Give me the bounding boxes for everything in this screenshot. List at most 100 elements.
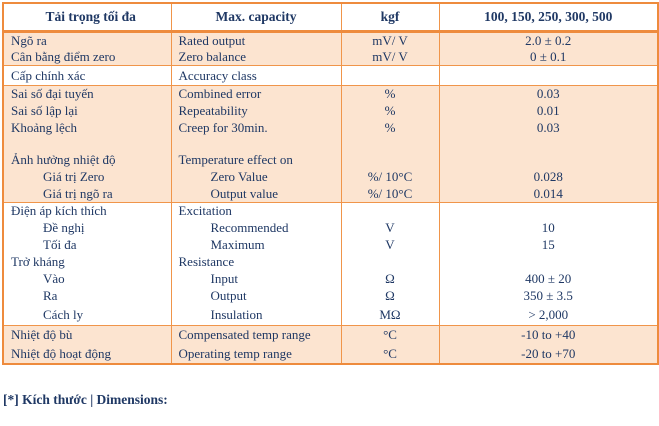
table-row: Điện áp kích thích Excitation [2, 202, 659, 220]
table-row: Sai số lập lại Repeatability % 0.01 [2, 102, 659, 120]
value-cell: 2.0 ± 0.2 [438, 30, 659, 49]
en-label-cell: Output [170, 287, 342, 305]
value-cell: -10 to +40 [438, 325, 659, 345]
vi-label-cell: Điện áp kích thích [2, 202, 172, 220]
en-label-cell: Repeatability [170, 102, 342, 120]
unit-cell: %/ 10°C [340, 185, 440, 203]
unit-cell [340, 151, 440, 169]
value-cell: 0.028 [438, 168, 659, 186]
unit-cell [340, 202, 440, 220]
unit-cell: mV/ V [340, 30, 440, 49]
table-row: Tối đa Maximum V 15 [2, 236, 659, 254]
en-label-cell: Insulation [170, 304, 342, 326]
table-row: Nhiệt độ hoạt động Operating temp range … [2, 344, 659, 364]
spec-table: Tải trọng tối đa Max. capacity kgf 100, … [2, 2, 659, 365]
vi-label-cell: Đề nghị [2, 219, 172, 237]
en-label-cell: Zero balance [170, 48, 342, 66]
value-cell [438, 253, 659, 271]
value-cell: 0.03 [438, 119, 659, 137]
en-label-cell: Compensated temp range [170, 325, 342, 345]
table-header-row: Tải trọng tối đa Max. capacity kgf 100, … [2, 3, 659, 33]
en-label-cell [170, 136, 342, 152]
value-cell: 350 ± 3.5 [438, 287, 659, 305]
en-label-cell: Input [170, 270, 342, 288]
value-cell: 400 ± 20 [438, 270, 659, 288]
value-cell: 10 [438, 219, 659, 237]
table-row: Đề nghị Recommended V 10 [2, 219, 659, 237]
unit-cell: °C [340, 344, 440, 364]
vi-label-cell: Giá trị ngõ ra [2, 185, 172, 203]
table-row: Sai số đại tuyến Combined error % 0.03 [2, 85, 659, 103]
table-row: Cấp chính xác Accuracy class [2, 65, 659, 86]
value-cell: -20 to +70 [438, 344, 659, 364]
unit-cell: % [340, 102, 440, 120]
vi-label-cell: Sai số lập lại [2, 102, 172, 120]
vi-label-cell: Vào [2, 270, 172, 288]
vi-label-cell: Khoảng lệch [2, 119, 172, 137]
en-label-cell: Maximum [170, 236, 342, 254]
en-label-cell: Creep for 30min. [170, 119, 342, 137]
table-row: Ra Output Ω 350 ± 3.5 [2, 287, 659, 305]
vi-label-cell: Giá trị Zero [2, 168, 172, 186]
table-row: Ảnh hưởng nhiệt độ Temperature effect on [2, 151, 659, 169]
header-capacity-values: 100, 150, 250, 300, 500 [438, 3, 659, 33]
value-cell [438, 65, 659, 86]
value-cell: 15 [438, 236, 659, 254]
value-cell: 0.01 [438, 102, 659, 120]
value-cell: 0.014 [438, 185, 659, 203]
dimensions-caption: [*] Kích thước | Dimensions: [3, 391, 168, 407]
en-label-cell: Recommended [170, 219, 342, 237]
unit-cell: mV/ V [340, 48, 440, 66]
vi-label-cell: Nhiệt độ bù [2, 325, 172, 345]
header-vi-label: Tải trọng tối đa [2, 3, 172, 33]
table-row: Cân bằng điểm zero Zero balance mV/ V 0 … [2, 48, 659, 66]
unit-cell: Ω [340, 287, 440, 305]
header-en-label: Max. capacity [170, 3, 342, 33]
table-row: Nhiệt độ bù Compensated temp range °C -1… [2, 325, 659, 345]
header-unit: kgf [340, 3, 440, 33]
vi-label-cell: Cấp chính xác [2, 65, 172, 86]
vi-label-cell [2, 136, 172, 152]
unit-cell [340, 253, 440, 271]
table-row: Ngõ ra Rated output mV/ V 2.0 ± 0.2 [2, 30, 659, 49]
en-label-cell: Rated output [170, 30, 342, 49]
unit-cell [340, 136, 440, 152]
en-label-cell: Excitation [170, 202, 342, 220]
vi-label-cell: Trở kháng [2, 253, 172, 271]
en-label-cell: Zero Value [170, 168, 342, 186]
en-label-cell: Output value [170, 185, 342, 203]
vi-label-cell: Ra [2, 287, 172, 305]
table-row: Cách ly Insulation MΩ > 2,000 [2, 304, 659, 326]
table-row: Trở kháng Resistance [2, 253, 659, 271]
vi-label-cell: Sai số đại tuyến [2, 85, 172, 103]
table-row: Khoảng lệch Creep for 30min. % 0.03 [2, 119, 659, 137]
vi-label-cell: Cân bằng điểm zero [2, 48, 172, 66]
table-row: Giá trị ngõ ra Output value %/ 10°C 0.01… [2, 185, 659, 203]
en-label-cell: Accuracy class [170, 65, 342, 86]
vi-label-cell: Cách ly [2, 304, 172, 326]
vi-label-cell: Ngõ ra [2, 30, 172, 49]
unit-cell: % [340, 85, 440, 103]
en-label-cell: Resistance [170, 253, 342, 271]
unit-cell: V [340, 236, 440, 254]
value-cell [438, 202, 659, 220]
value-cell [438, 151, 659, 169]
unit-cell: °C [340, 325, 440, 345]
table-row: Giá trị Zero Zero Value %/ 10°C 0.028 [2, 168, 659, 186]
unit-cell [340, 65, 440, 86]
value-cell: > 2,000 [438, 304, 659, 326]
vi-label-cell: Ảnh hưởng nhiệt độ [2, 151, 172, 169]
spacer-row [2, 136, 659, 152]
unit-cell: Ω [340, 270, 440, 288]
en-label-cell: Temperature effect on [170, 151, 342, 169]
unit-cell: % [340, 119, 440, 137]
unit-cell: %/ 10°C [340, 168, 440, 186]
en-label-cell: Combined error [170, 85, 342, 103]
unit-cell: V [340, 219, 440, 237]
unit-cell: MΩ [340, 304, 440, 326]
value-cell [438, 136, 659, 152]
en-label-cell: Operating temp range [170, 344, 342, 364]
value-cell: 0.03 [438, 85, 659, 103]
vi-label-cell: Tối đa [2, 236, 172, 254]
table-row: Vào Input Ω 400 ± 20 [2, 270, 659, 288]
